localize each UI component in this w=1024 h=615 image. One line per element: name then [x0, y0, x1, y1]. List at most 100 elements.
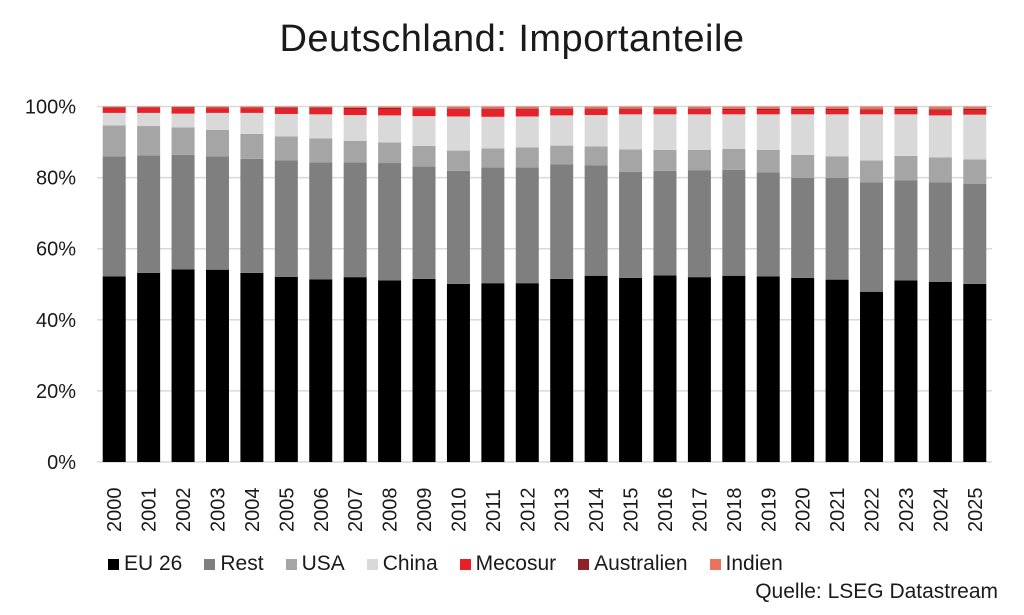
bar-segment	[860, 106, 884, 110]
bar-segment	[963, 114, 987, 160]
x-tick-label: 2017	[689, 488, 711, 533]
bar-segment	[687, 170, 711, 278]
bar-segment	[894, 180, 918, 281]
x-tick-label: 2002	[173, 488, 195, 533]
bar-segment	[687, 109, 711, 115]
bar-segment	[791, 114, 815, 155]
bar-segment	[653, 275, 677, 462]
bar-segment	[274, 113, 298, 137]
bar-segment	[515, 167, 539, 284]
bar-segment	[240, 112, 264, 134]
bar-segment	[309, 279, 333, 462]
x-tick-label: 2015	[621, 488, 643, 533]
bar-segment	[309, 106, 333, 108]
x-tick-label: 2023	[896, 488, 918, 533]
bar-segment	[343, 162, 367, 278]
bar-segment	[860, 160, 884, 183]
x-tick-label: 2020	[793, 488, 815, 533]
bar-segment	[825, 108, 849, 111]
bar-segment	[550, 106, 574, 109]
bar-segment	[205, 112, 229, 130]
bar-segment	[791, 108, 815, 111]
bar-segment	[137, 155, 161, 273]
bar-2024	[928, 106, 952, 462]
bar-2021	[825, 106, 849, 462]
bar-segment	[205, 156, 229, 270]
bar-segment	[619, 149, 643, 172]
legend-label: USA	[301, 552, 345, 575]
x-tick-label: 2006	[311, 488, 333, 533]
bar-segment	[756, 276, 780, 462]
bar-2003	[205, 106, 229, 462]
bar-segment	[722, 275, 746, 462]
bar-2016	[653, 106, 677, 462]
x-tick-label: 2022	[862, 488, 884, 533]
bar-segment	[653, 108, 677, 110]
bar-segment	[481, 116, 505, 149]
bar-segment	[274, 160, 298, 277]
bar-segment	[515, 147, 539, 168]
bar-segment	[687, 114, 711, 150]
bar-2008	[378, 106, 402, 462]
bar-segment	[102, 156, 126, 277]
legend-label: Mecosur	[475, 552, 557, 575]
bar-segment	[687, 149, 711, 171]
bar-segment	[378, 107, 402, 109]
bar-segment	[481, 109, 505, 117]
source-note: Quelle: LSEG Datastream	[755, 580, 998, 603]
bar-segment	[894, 110, 918, 115]
bar-segment	[412, 109, 436, 117]
bar-segment	[894, 106, 918, 109]
bar-segment	[378, 280, 402, 462]
bar-segment	[928, 182, 952, 282]
bar-segment	[825, 156, 849, 178]
bar-segment	[205, 107, 229, 109]
bar-segment	[963, 159, 987, 184]
bar-segment	[378, 142, 402, 164]
bar-segment	[860, 291, 884, 462]
bars	[102, 106, 987, 462]
y-axis: 0% 20% 40% 60% 80% 100%	[25, 97, 76, 475]
x-tick-label: 2025	[965, 488, 987, 533]
bar-segment	[205, 108, 229, 113]
bar-segment	[550, 115, 574, 146]
x-axis: 2000 2001 2002 2003 2004 2005 2006 2007 2008 2009…	[104, 488, 987, 533]
legend-label: Indien	[725, 552, 783, 575]
bar-segment	[928, 110, 952, 116]
bar-segment	[687, 277, 711, 462]
bar-segment	[550, 108, 574, 110]
bar-segment	[584, 115, 608, 147]
bar-segment	[894, 108, 918, 111]
bar-2009	[412, 106, 436, 462]
bar-segment	[928, 106, 952, 110]
legend-swatch-icon	[709, 558, 721, 570]
bar-segment	[722, 106, 746, 109]
bar-segment	[619, 109, 643, 115]
bar-segment	[653, 106, 677, 109]
bar-2000	[102, 106, 126, 462]
bar-segment	[584, 165, 608, 276]
legend-swatch-icon	[578, 558, 590, 570]
bar-segment	[137, 126, 161, 156]
bar-2023	[894, 106, 918, 462]
bar-segment	[963, 283, 987, 462]
bar-segment	[963, 108, 987, 111]
x-tick-label: 2021	[827, 488, 849, 533]
bar-2004	[240, 106, 264, 462]
bar-segment	[791, 106, 815, 109]
legend-label: Australien	[594, 552, 688, 575]
bar-segment	[550, 164, 574, 279]
bar-2001	[137, 106, 161, 462]
bar-segment	[928, 281, 952, 462]
bar-segment	[309, 114, 333, 139]
bar-segment	[860, 110, 884, 115]
y-tick-label: 40%	[36, 310, 76, 332]
bar-segment	[791, 177, 815, 278]
bar-segment	[240, 107, 264, 109]
bar-segment	[584, 109, 608, 116]
bar-segment	[825, 177, 849, 280]
bar-segment	[928, 109, 952, 111]
bar-2002	[171, 106, 195, 462]
bar-segment	[240, 108, 264, 113]
bar-segment	[205, 106, 229, 108]
